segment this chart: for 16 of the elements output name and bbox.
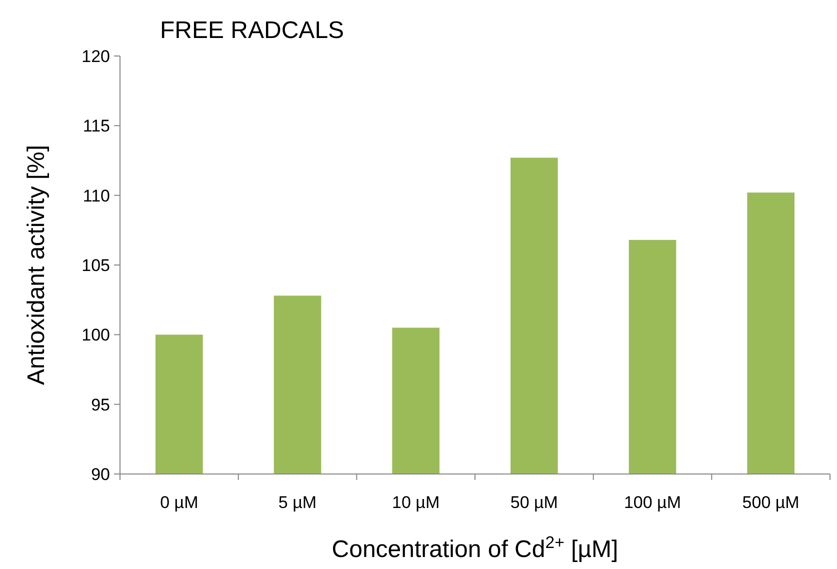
y-axis-title: Antioxidant activity [%] [23, 144, 50, 386]
x-tick-label: 100 µM [624, 493, 682, 512]
y-tick-label: 115 [82, 116, 110, 136]
y-tick-label: 120 [82, 46, 110, 66]
x-tick-label: 10 µM [392, 493, 440, 512]
y-tick-label: 95 [91, 395, 110, 414]
y-tick-label: 110 [82, 186, 110, 206]
y-tick-label: 100 [82, 326, 110, 345]
x-tick-label: 50 µM [510, 493, 558, 512]
chart-title: FREE RADCALS [160, 17, 344, 44]
x-tick-label: 5 µM [278, 493, 317, 512]
y-tick-label: 90 [91, 464, 110, 484]
y-tick-label: 105 [82, 256, 110, 275]
x-tick-label: 500 µM [742, 493, 800, 512]
x-tick-label: 0 µM [160, 493, 198, 512]
x-axis-title: Concentration of Cd$^{2+}$ [µM] [332, 532, 618, 563]
